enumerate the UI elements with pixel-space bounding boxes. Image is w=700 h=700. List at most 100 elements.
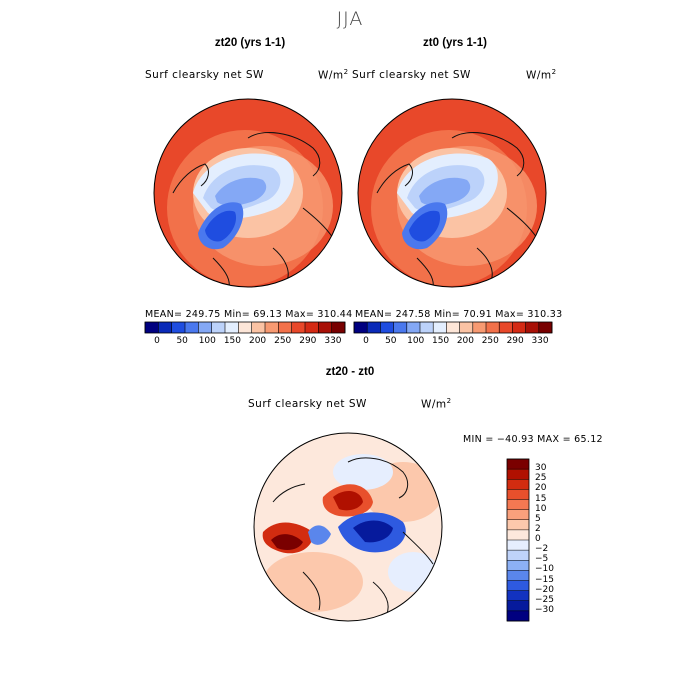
coastline [172, 163, 209, 194]
colorbar-swatch [171, 322, 186, 333]
colorbar-swatch [507, 509, 529, 521]
colorbar-swatch [507, 469, 529, 480]
diff-region [333, 490, 363, 511]
map-border [357, 98, 547, 288]
map-border [253, 432, 443, 622]
panel3-field-label: Surf clearsky net SW [248, 398, 367, 410]
colorbar-swatch [507, 600, 529, 612]
colorbar-swatch [318, 322, 332, 333]
colorbar-swatch [507, 459, 529, 470]
colorbar-tick-label: 50 [385, 336, 397, 346]
colorbar-swatch [486, 322, 500, 333]
colorbar-swatch [305, 322, 319, 333]
colorbar-swatch [331, 322, 346, 333]
colorbar-swatch [406, 322, 421, 333]
panel2-map [357, 98, 547, 288]
sea-ice-region [419, 177, 471, 206]
panel2-colorbar [353, 321, 553, 334]
panel1-colorbar [144, 321, 346, 334]
colorbar-swatch [507, 499, 529, 510]
panel2-title: zt0 (yrs 1-1) [423, 37, 487, 49]
colorbar-tick-label: 0 [154, 336, 160, 346]
colorbar-swatch [512, 322, 526, 333]
colorbar-swatch [507, 580, 529, 591]
colorbar-swatch [291, 322, 306, 333]
colorbar-swatch [367, 322, 381, 333]
colorbar-tick-label: 100 [198, 336, 216, 346]
coastline [272, 483, 306, 503]
colorbar-swatch [198, 322, 212, 333]
colorbar-tick-label: 0 [363, 336, 369, 346]
panel2-stats: MEAN= 247.58 Min= 70.91 Max= 310.33 [355, 309, 563, 320]
colorbar-swatch [459, 322, 474, 333]
colorbar-tick-label: −25 [535, 594, 554, 605]
colorbar-swatch [278, 322, 292, 333]
colorbar-tick-label: 25 [535, 473, 547, 484]
colorbar-swatch [507, 550, 529, 561]
colorbar-swatch [472, 322, 487, 333]
panel1-title: zt20 (yrs 1-1) [214, 37, 286, 49]
coastline [376, 163, 413, 194]
sea-ice-region [215, 177, 267, 206]
colorbar-tick-label: 10 [535, 503, 547, 514]
colorbar-tick-label: −20 [535, 584, 554, 595]
colorbar-tick-label: 150 [223, 336, 242, 346]
colorbar-swatch [251, 322, 266, 333]
diff-region [308, 525, 331, 545]
colorbar-swatch [507, 540, 529, 551]
panel3-title: zt20 - zt0 [325, 366, 375, 378]
colorbar-swatch [525, 322, 540, 333]
colorbar-tick-label: −10 [535, 564, 554, 575]
panel3-stats: MIN = −40.93 MAX = 65.12 [463, 434, 603, 445]
colorbar-tick-label: 150 [431, 336, 450, 346]
colorbar-swatch [507, 489, 529, 500]
coastline [247, 132, 321, 177]
map-border [153, 98, 343, 288]
colorbar-tick-label: 30 [535, 463, 547, 474]
colorbar-swatch [433, 322, 447, 333]
colorbar-tick-label: −2 [535, 544, 549, 555]
greenland-region [205, 210, 237, 242]
colorbar-tick-label: 20 [535, 483, 547, 494]
panel1-stats: MEAN= 249.75 Min= 69.13 Max= 310.44 [145, 309, 353, 320]
colorbar-tick-label: 50 [176, 336, 188, 346]
panel3-units: W/m2 [421, 397, 452, 411]
colorbar-tick-label: 200 [248, 336, 267, 346]
colorbar-tick-label: 330 [324, 336, 342, 346]
panel2-units: W/m2 [526, 68, 557, 82]
colorbar-swatch [211, 322, 226, 333]
colorbar-tick-label: −30 [535, 604, 554, 615]
coastline [347, 457, 409, 499]
colorbar-swatch [238, 322, 252, 333]
colorbar-swatch [420, 322, 434, 333]
coastline [451, 132, 525, 177]
colorbar-tick-label: 2 [535, 523, 541, 534]
colorbar-tick-label: −15 [535, 574, 554, 585]
colorbar-swatch [507, 529, 529, 541]
panel3-map [253, 432, 443, 622]
colorbar-swatch [507, 590, 529, 602]
colorbar-tick-label: 290 [506, 336, 524, 346]
panel3-colorbar [506, 458, 530, 622]
colorbar-frame [353, 321, 553, 334]
colorbar-swatch [265, 322, 279, 333]
coastline [302, 207, 334, 239]
colorbar-swatch [158, 322, 172, 333]
colorbar-swatch [507, 519, 529, 531]
diff-region [353, 520, 393, 543]
colorbar-swatch [499, 322, 513, 333]
colorbar-tick-label: 200 [456, 336, 475, 346]
diff-region [333, 454, 393, 490]
colorbar-swatch [538, 322, 553, 333]
colorbar-tick-label: 100 [407, 336, 425, 346]
colorbar-swatch [507, 560, 529, 571]
panel1-map [153, 98, 343, 288]
greenland-region [409, 210, 441, 242]
panel1-field-label: Surf clearsky net SW [145, 69, 264, 81]
colorbar-swatch [507, 479, 529, 490]
panel2-field-label: Surf clearsky net SW [352, 69, 471, 81]
panel1-units: W/m2 [318, 68, 349, 82]
colorbar-tick-label: 5 [535, 513, 541, 524]
figure-title: JJA [336, 8, 364, 30]
